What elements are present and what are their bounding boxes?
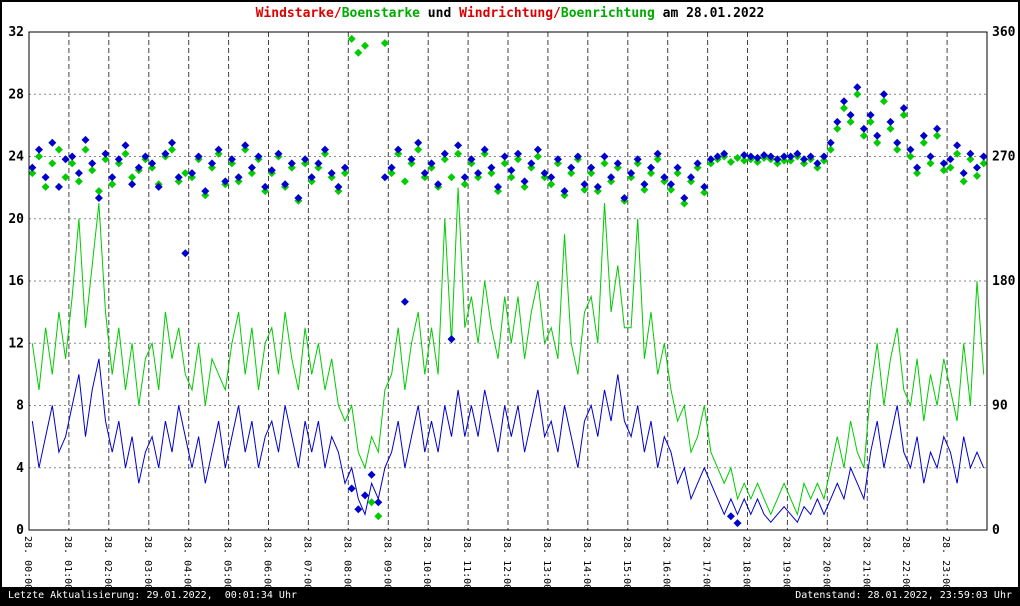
- svg-text:28. 11:00: 28. 11:00: [461, 536, 472, 590]
- svg-text:4: 4: [16, 461, 24, 476]
- svg-text:16: 16: [8, 274, 24, 289]
- svg-text:28. 13:00: 28. 13:00: [541, 536, 552, 590]
- svg-text:28. 05:00: 28. 05:00: [222, 536, 233, 590]
- svg-text:90: 90: [992, 399, 1008, 414]
- svg-text:28. 23:00: 28. 23:00: [940, 536, 951, 590]
- svg-text:20: 20: [8, 212, 24, 227]
- svg-text:28. 06:00: 28. 06:00: [262, 536, 273, 590]
- svg-text:28. 01:00: 28. 01:00: [62, 536, 73, 590]
- svg-text:180: 180: [992, 274, 1016, 289]
- svg-text:0: 0: [16, 523, 24, 538]
- title-segment: und: [419, 6, 460, 21]
- svg-text:24: 24: [8, 150, 24, 165]
- svg-text:28. 02:00: 28. 02:00: [102, 536, 113, 590]
- svg-text:8: 8: [16, 399, 24, 414]
- svg-text:28. 19:00: 28. 19:00: [780, 536, 791, 590]
- svg-text:28. 00:00: 28. 00:00: [22, 536, 33, 590]
- svg-text:28. 03:00: 28. 03:00: [142, 536, 153, 590]
- svg-text:270: 270: [992, 150, 1016, 165]
- svg-text:28. 15:00: 28. 15:00: [621, 536, 632, 590]
- svg-text:28. 07:00: 28. 07:00: [301, 536, 312, 590]
- svg-text:28. 10:00: 28. 10:00: [421, 536, 432, 590]
- data-state-text: Datenstand: 28.01.2022, 23:59:03 Uhr: [795, 590, 1012, 601]
- svg-text:12: 12: [8, 336, 24, 351]
- status-bar: Letzte Aktualisierung: 29.01.2022, 00:01…: [2, 587, 1018, 604]
- svg-text:28. 08:00: 28. 08:00: [341, 536, 352, 590]
- svg-text:32: 32: [8, 25, 24, 40]
- svg-text:0: 0: [992, 523, 1000, 538]
- svg-text:28. 18:00: 28. 18:00: [741, 536, 752, 590]
- svg-text:28. 16:00: 28. 16:00: [661, 536, 672, 590]
- svg-text:28. 04:00: 28. 04:00: [182, 536, 193, 590]
- title-segment: Windrichtung/: [459, 6, 561, 21]
- svg-text:28. 20:00: 28. 20:00: [820, 536, 831, 590]
- title-segment: Boenstarke: [341, 6, 420, 21]
- svg-text:28. 17:00: 28. 17:00: [701, 536, 712, 590]
- svg-text:28. 12:00: 28. 12:00: [501, 536, 512, 590]
- svg-text:28. 14:00: 28. 14:00: [581, 536, 592, 590]
- svg-text:28. 21:00: 28. 21:00: [860, 536, 871, 590]
- svg-text:28: 28: [8, 87, 24, 102]
- chart-title: Windstarke/Boenstarke und Windrichtung/B…: [2, 6, 1018, 21]
- svg-text:28. 22:00: 28. 22:00: [900, 536, 911, 590]
- title-segment: Windstarke/: [255, 6, 342, 21]
- last-update-text: Letzte Aktualisierung: 29.01.2022, 00:01…: [8, 590, 297, 601]
- svg-text:360: 360: [992, 25, 1016, 40]
- title-segment: am 28.01.2022: [654, 6, 765, 21]
- title-segment: Boenrichtung: [560, 6, 655, 21]
- svg-text:28. 09:00: 28. 09:00: [381, 536, 392, 590]
